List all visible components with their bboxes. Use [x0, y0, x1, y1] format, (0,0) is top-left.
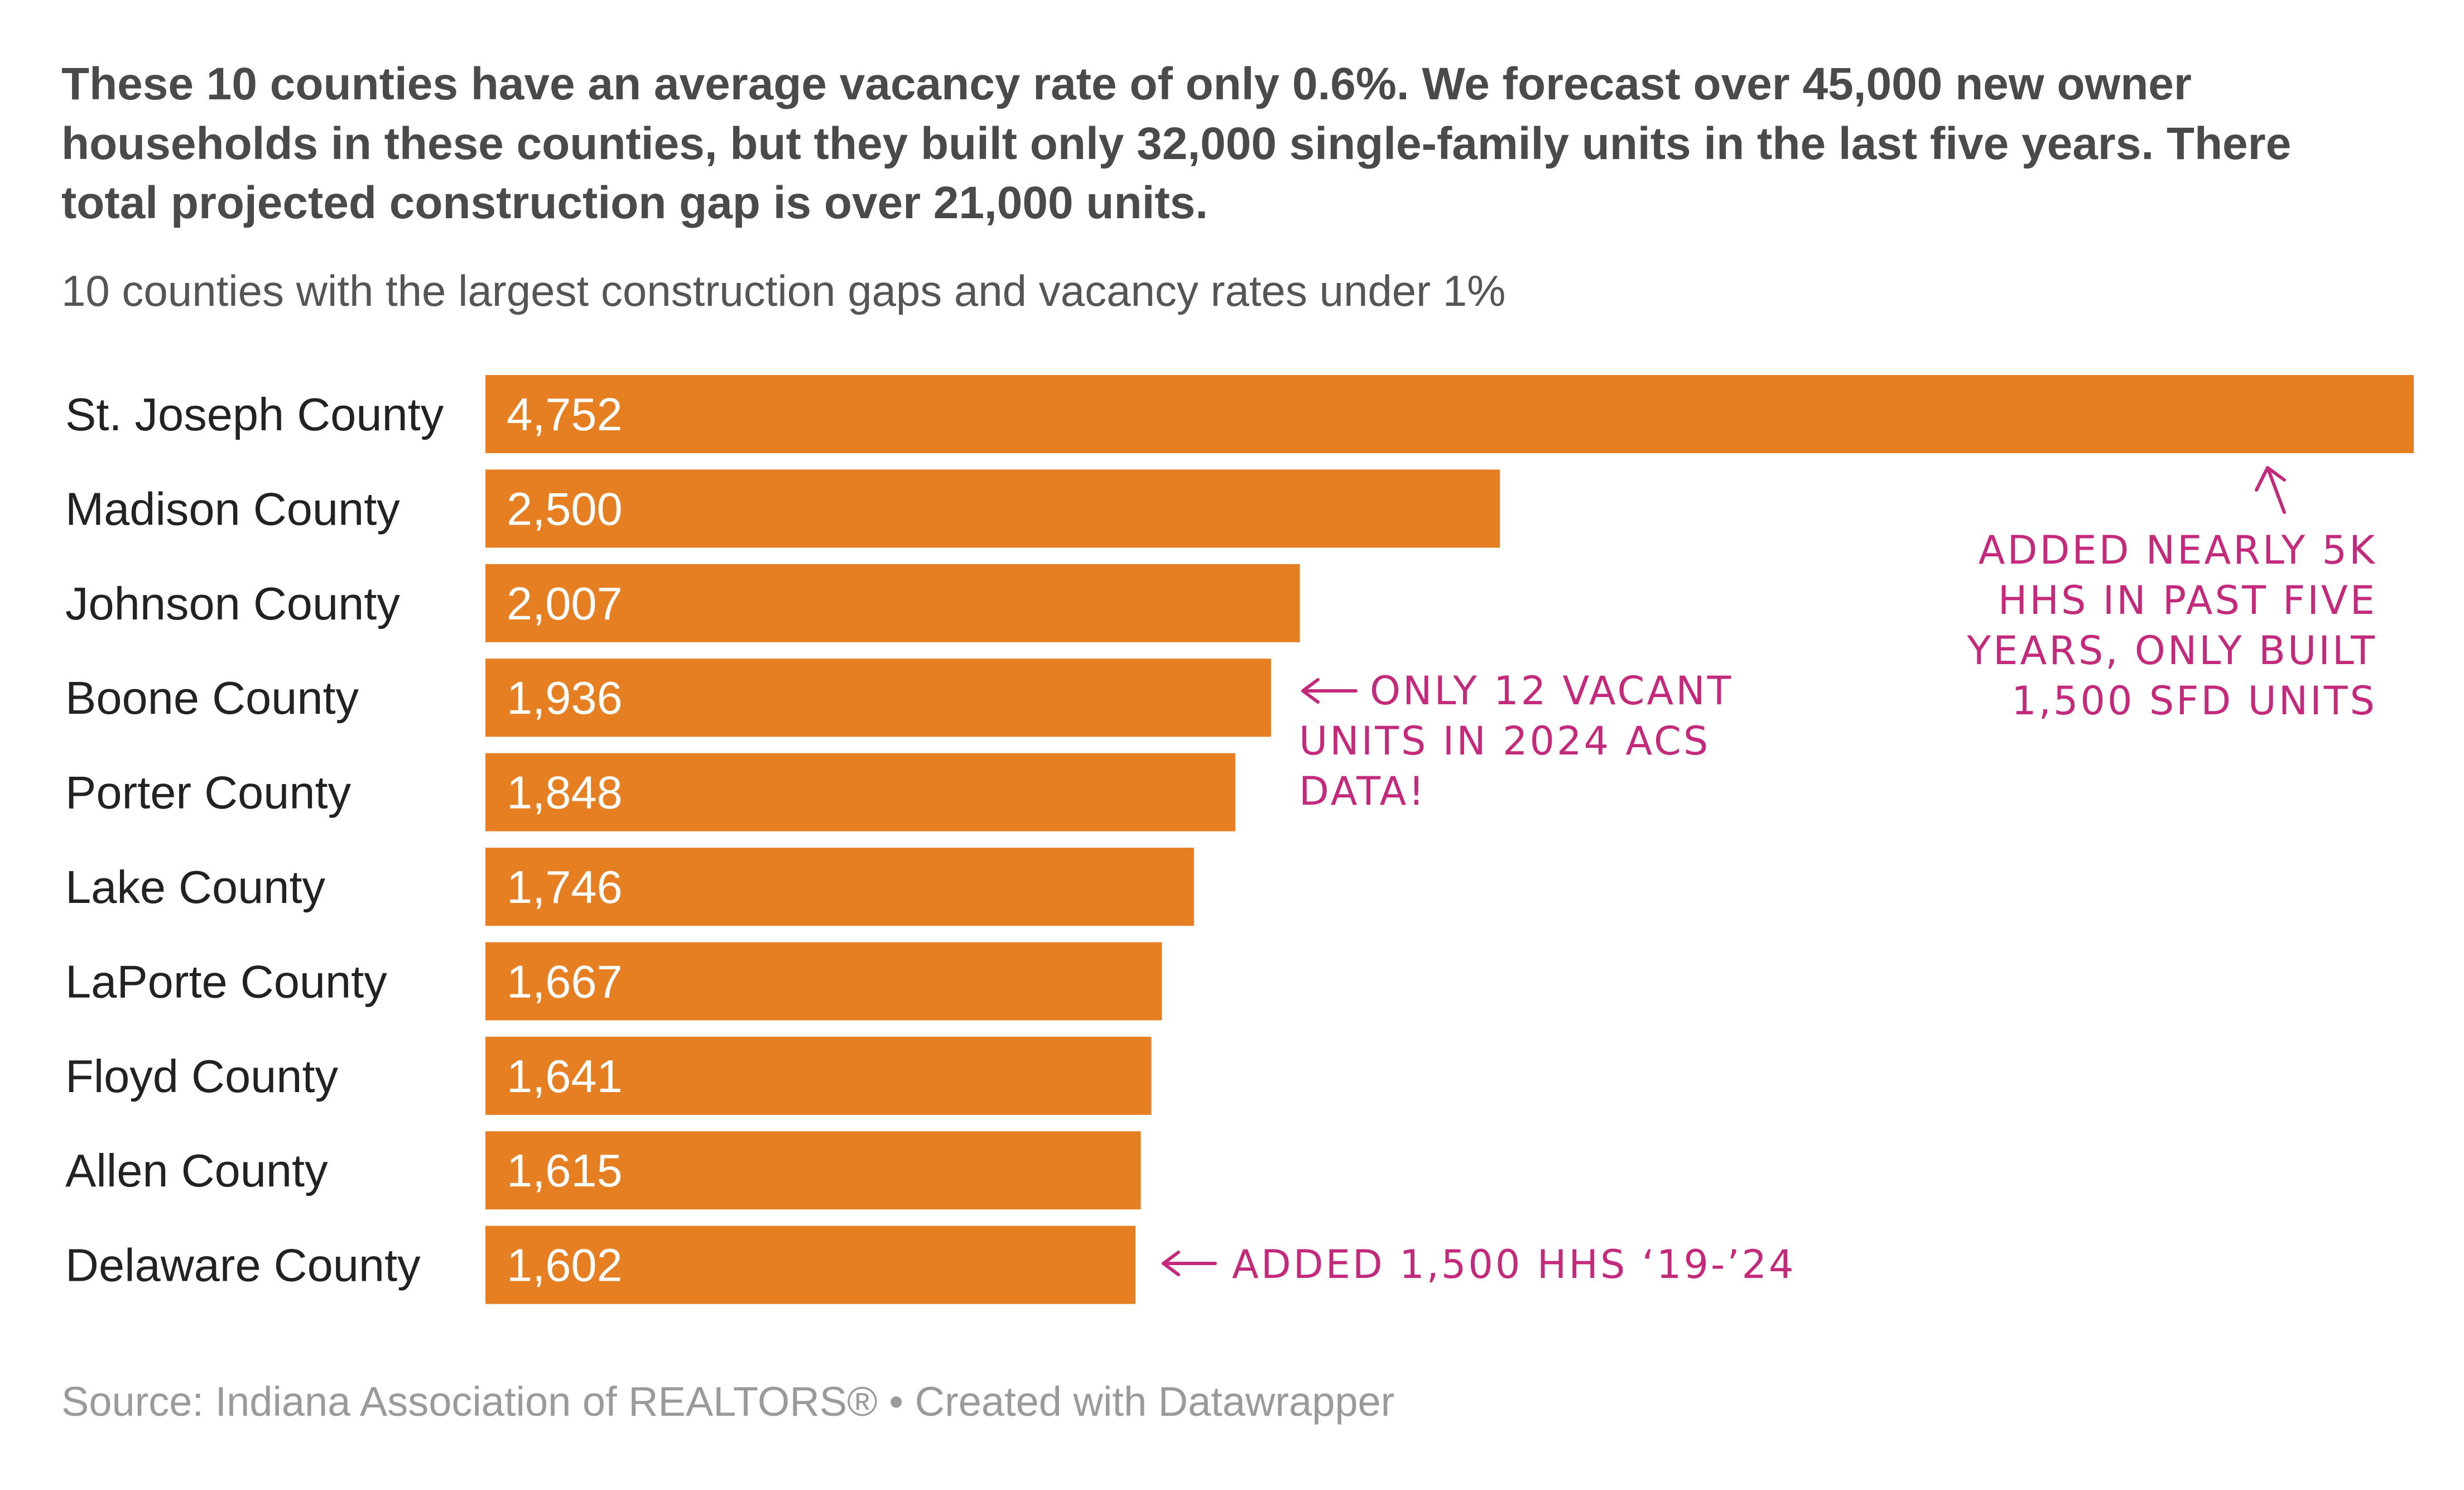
value-label-lake-county: 1,746 [507, 861, 623, 913]
value-label-boone-county: 1,936 [507, 672, 623, 724]
category-label-boone-county: Boone County [65, 672, 359, 724]
annotation-arrow-left-boone [1301, 678, 1358, 704]
annotation-stjoseph-line-1: ADDED NEARLY 5K [1979, 527, 2377, 573]
annotation-boone-line-1: ONLY 12 VACANT [1370, 668, 1733, 714]
value-label-floyd-county: 1,641 [507, 1050, 623, 1102]
annotation-stjoseph-line-2: HHS IN PAST FIVE [1998, 578, 2377, 623]
bars-group [485, 375, 2414, 1304]
bar-johnson-county [485, 564, 1300, 642]
annotation-boone-line-3: DATA! [1299, 768, 1426, 814]
value-label-delaware-county: 1,602 [507, 1239, 623, 1291]
category-label-madison-county: Madison County [65, 483, 400, 535]
annotations: ADDED NEARLY 5K HHS IN PAST FIVE YEARS, … [1162, 466, 2377, 1287]
category-label-lake-county: Lake County [65, 861, 326, 913]
value-label-porter-county: 1,848 [507, 767, 623, 819]
chart-subtitle: 10 counties with the largest constructio… [61, 266, 1506, 315]
bar-st-joseph-county [485, 375, 2414, 453]
bar-laporte-county [485, 942, 1162, 1021]
annotation-arrow-up [2255, 466, 2286, 514]
value-label-johnson-county: 2,007 [507, 578, 623, 629]
category-labels: St. Joseph County Madison County Johnson C… [65, 388, 444, 1291]
category-label-laporte-county: LaPorte County [65, 955, 387, 1007]
category-label-st-joseph-county: St. Joseph County [65, 388, 444, 440]
annotation-boone-line-2: UNITS IN 2024 ACS [1299, 718, 1710, 764]
category-label-allen-county: Allen County [65, 1145, 328, 1196]
value-labels: 4,752 2,500 2,007 1,936 1,848 1,746 1,667 1,641… [507, 388, 623, 1291]
category-label-floyd-county: Floyd County [65, 1050, 339, 1102]
headline-line-1: These 10 counties have an average vacanc… [61, 59, 2192, 109]
value-label-st-joseph-county: 4,752 [507, 388, 623, 440]
value-label-madison-county: 2,500 [507, 483, 623, 535]
category-label-johnson-county: Johnson County [65, 578, 400, 629]
bar-delaware-county [485, 1225, 1136, 1304]
headline-line-3: total projected construction gap is over… [61, 177, 1208, 228]
bar-madison-county [485, 469, 1500, 548]
bar-boone-county [485, 659, 1271, 737]
bar-porter-county [485, 753, 1235, 831]
bar-lake-county [485, 848, 1194, 926]
category-label-porter-county: Porter County [65, 767, 352, 819]
value-label-laporte-county: 1,667 [507, 955, 623, 1007]
bar-floyd-county [485, 1036, 1152, 1115]
bar-allen-county [485, 1131, 1141, 1210]
value-label-allen-county: 1,615 [507, 1145, 623, 1196]
headline-line-2: households in these counties, but they b… [61, 118, 2291, 169]
annotation-arrow-left-delaware [1162, 1251, 1217, 1276]
annotation-stjoseph-line-3: YEARS, ONLY BUILT [1966, 628, 2377, 674]
chart-footer-source: Source: Indiana Association of REALTORS®… [61, 1378, 1394, 1425]
annotation-stjoseph-line-4: 1,500 SFD UNITS [2011, 678, 2377, 724]
annotation-delaware-line-1: ADDED 1,500 HHS ‘19-’24 [1232, 1242, 1796, 1287]
chart-headline: These 10 counties have an average vacanc… [61, 59, 2291, 228]
category-label-delaware-county: Delaware County [65, 1239, 421, 1291]
